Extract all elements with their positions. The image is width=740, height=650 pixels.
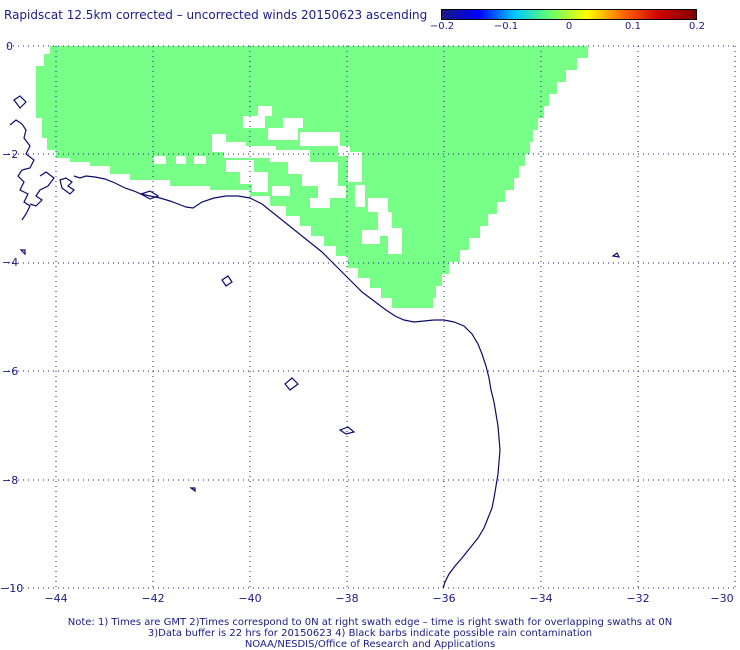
lat-lon-grid bbox=[8, 45, 736, 589]
island bbox=[139, 190, 160, 200]
colorbar-tick-label: 0.1 bbox=[625, 21, 641, 32]
coastline bbox=[73, 175, 501, 589]
x-tick-label: −32 bbox=[626, 592, 649, 605]
x-tick-label: −44 bbox=[44, 592, 67, 605]
missing-data-cell bbox=[154, 156, 166, 164]
rain-gap-cells bbox=[154, 106, 402, 254]
x-tick-label: −36 bbox=[432, 592, 455, 605]
missing-data-cell bbox=[212, 134, 226, 152]
island bbox=[189, 487, 196, 493]
missing-data-cell bbox=[388, 228, 402, 254]
missing-data-cell bbox=[240, 172, 268, 184]
missing-data-cell bbox=[270, 150, 310, 162]
missing-data-cell bbox=[362, 230, 380, 244]
missing-data-cell bbox=[272, 186, 290, 196]
y-tick-label: −8 bbox=[2, 474, 18, 487]
island bbox=[284, 377, 299, 391]
colorbar-tick-label: −0.2 bbox=[429, 21, 455, 32]
coastline bbox=[59, 177, 75, 195]
missing-data-cell bbox=[243, 116, 265, 128]
missing-data-cell bbox=[318, 186, 346, 198]
x-tick-label: −30 bbox=[710, 592, 733, 605]
missing-data-cell bbox=[176, 156, 186, 164]
missing-data-cell bbox=[258, 106, 272, 116]
missing-data-cell bbox=[368, 198, 388, 212]
x-tick-label: −38 bbox=[335, 592, 358, 605]
missing-data-cell bbox=[252, 182, 268, 192]
missing-data-cell bbox=[338, 146, 350, 156]
y-tick-label: −2 bbox=[2, 148, 18, 161]
island bbox=[221, 275, 233, 287]
y-tick-label: 0 bbox=[6, 40, 13, 53]
island bbox=[611, 252, 621, 258]
missing-data-cell bbox=[226, 160, 254, 172]
coastline bbox=[13, 95, 27, 109]
colorbar bbox=[441, 9, 697, 20]
coastline bbox=[9, 119, 35, 221]
colorbar-tick-label: 0.2 bbox=[689, 21, 705, 32]
y-axis-labels: 0 −2 −4 −6 −8 −10 bbox=[0, 40, 23, 595]
missing-data-cell bbox=[246, 146, 276, 158]
missing-data-cell bbox=[283, 118, 303, 128]
missing-data-cell bbox=[194, 156, 206, 164]
y-tick-label: −4 bbox=[2, 256, 18, 269]
note-line-3: NOAA/NESDIS/Office of Research and Appli… bbox=[244, 639, 496, 650]
missing-data-cell bbox=[310, 198, 330, 208]
note-line-1: Note: 1) Times are GMT 2)Times correspon… bbox=[67, 617, 673, 628]
x-tick-label: −34 bbox=[529, 592, 552, 605]
map-title: Rapidscat 12.5km corrected – uncorrected… bbox=[4, 8, 428, 22]
x-tick-label: −42 bbox=[141, 592, 164, 605]
y-tick-label: −6 bbox=[2, 365, 18, 378]
note-line-2: 3)Data buffer is 22 hrs for 20150623 4) … bbox=[147, 628, 593, 639]
island bbox=[338, 426, 356, 435]
colorbar-tick-label: −0.1 bbox=[493, 21, 519, 32]
island bbox=[19, 249, 26, 256]
x-axis-labels: −44 −42 −40 −38 −36 −34 −32 −30 bbox=[44, 592, 733, 605]
x-tick-label: −40 bbox=[238, 592, 261, 605]
colorbar-tick-label: 0 bbox=[565, 21, 573, 32]
missing-data-cell bbox=[302, 174, 338, 186]
missing-data-cell bbox=[268, 128, 298, 140]
missing-data-cell bbox=[224, 142, 246, 158]
missing-data-cell bbox=[355, 185, 365, 207]
y-tick-label: −10 bbox=[0, 582, 23, 595]
missing-data-cell bbox=[300, 132, 340, 146]
coastline bbox=[29, 171, 55, 207]
missing-data-cell bbox=[288, 162, 338, 174]
missing-data-cell bbox=[348, 152, 362, 182]
